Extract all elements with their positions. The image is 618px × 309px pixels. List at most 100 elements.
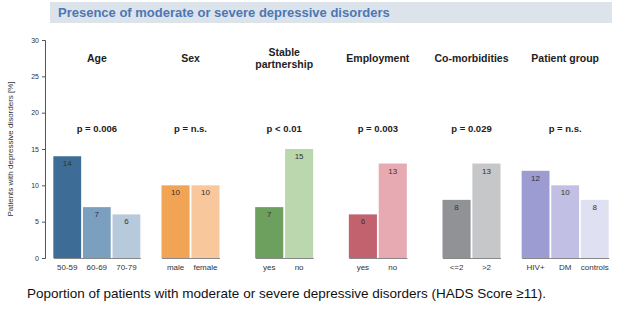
x-tick: no: [295, 263, 304, 272]
p-value: p = 0.029: [451, 123, 491, 134]
y-tick-mark: [42, 40, 45, 41]
x-tick-label: DM: [559, 263, 572, 272]
p-value: p = n.s.: [549, 123, 582, 134]
y-tick: 10: [31, 182, 45, 189]
data-label: 12: [531, 174, 540, 183]
y-axis-title: Patients with depressive disorders [%]: [6, 81, 15, 216]
x-tick-label: 50-59: [57, 263, 78, 272]
x-tick-label: no: [295, 263, 304, 272]
x-axis-line: [54, 258, 141, 259]
y-tick: 15: [31, 146, 45, 153]
data-label: 10: [201, 188, 210, 197]
bar: [53, 156, 81, 258]
y-tick-label: 30: [31, 37, 39, 44]
x-tick-label: HIV+: [527, 263, 545, 272]
y-tick: 5: [35, 218, 45, 225]
x-axis-line: [522, 258, 609, 259]
data-label: 7: [267, 210, 272, 219]
bar: [581, 200, 609, 258]
x-tick-label: yes: [263, 263, 275, 272]
x-axis-line: [162, 258, 220, 259]
p-value: p < 0.01: [267, 123, 303, 134]
title-bar: [50, 2, 612, 23]
y-tick-mark: [42, 149, 45, 150]
x-axis-line: [349, 258, 407, 259]
group-title: Sex: [181, 52, 200, 64]
data-label: 14: [63, 159, 72, 168]
data-label: 10: [171, 188, 180, 197]
data-label: 6: [124, 217, 129, 226]
data-label: 15: [295, 152, 304, 161]
x-axis: <=2>2: [443, 259, 501, 272]
bar: [83, 207, 111, 258]
y-tick: 20: [31, 109, 45, 116]
x-axis: HIV+ DM controls: [522, 259, 609, 272]
x-tick-label: no: [388, 263, 397, 272]
x-tick: yes: [357, 263, 369, 272]
group-title: Patient group: [531, 52, 599, 64]
bar: [349, 214, 377, 258]
y-tick-label: 15: [31, 146, 39, 153]
y-tick-mark: [42, 76, 45, 77]
bar: [162, 185, 190, 258]
x-axis: yes no: [256, 259, 314, 272]
x-tick: 50-59: [57, 263, 78, 272]
x-tick: DM: [559, 263, 572, 272]
bar: [285, 149, 313, 258]
p-value: p = 0.006: [77, 123, 117, 134]
x-tick: >2: [482, 263, 492, 272]
x-tick: no: [388, 263, 397, 272]
data-label: 7: [95, 210, 100, 219]
y-tick: 25: [31, 73, 45, 80]
data-label: 6: [361, 217, 366, 226]
y-tick-mark: [42, 258, 45, 259]
x-axis-line: [443, 258, 501, 259]
y-tick: 0: [35, 255, 45, 262]
x-tick: controls: [581, 263, 609, 272]
bar: [255, 207, 283, 258]
y-tick-label: 25: [31, 73, 39, 80]
x-axis: 50-59 60-69 70-79: [54, 259, 141, 272]
x-tick: male: [167, 263, 185, 272]
labels: 1476Agep = 0.0061010Sexp = n.s.715Stable…: [63, 46, 599, 226]
caption: Poportion of patients with moderate or s…: [27, 286, 546, 301]
x-tick: yes: [263, 263, 275, 272]
x-tick: 60-69: [87, 263, 108, 272]
bar: [191, 185, 219, 258]
data-label: 8: [454, 203, 459, 212]
data-label: 13: [482, 167, 491, 176]
data-label: 13: [388, 167, 397, 176]
p-value: p = n.s.: [174, 123, 207, 134]
y-tick-label: 10: [31, 182, 39, 189]
x-axis-line: [256, 258, 314, 259]
data-label: 8: [593, 203, 598, 212]
y-tick-mark: [42, 222, 45, 223]
bar: [551, 185, 579, 258]
x-axis: male female: [162, 259, 220, 272]
bar: [472, 164, 500, 258]
chart: Presence of moderate or severe depressiv…: [0, 0, 618, 309]
y-tick-label: 5: [35, 218, 39, 225]
x-tick: 70-79: [116, 263, 137, 272]
x-tick-label: 70-79: [116, 263, 137, 272]
x-tick: HIV+: [527, 263, 545, 272]
group-title: Co-morbidities: [434, 52, 508, 64]
bar: [113, 214, 141, 258]
bars: [53, 149, 608, 258]
bar: [443, 200, 471, 258]
x-tick-label: female: [193, 263, 218, 272]
x-tick: female: [193, 263, 218, 272]
title: Presence of moderate or severe depressiv…: [58, 5, 390, 20]
x-tick-label: >2: [482, 263, 492, 272]
y-axis: 0 5 10 15 20 25 30: [31, 37, 45, 262]
bar: [522, 171, 550, 258]
y-axis-line: [42, 41, 46, 259]
y-tick-mark: [42, 113, 45, 114]
x-tick-label: male: [167, 263, 185, 272]
y-tick-mark: [42, 185, 45, 186]
x-axis: yes no: [349, 259, 407, 272]
y-tick-label: 20: [31, 109, 39, 116]
group-title: Employment: [346, 52, 410, 64]
x-tick-label: 60-69: [87, 263, 108, 272]
p-value: p = 0.003: [358, 123, 398, 134]
